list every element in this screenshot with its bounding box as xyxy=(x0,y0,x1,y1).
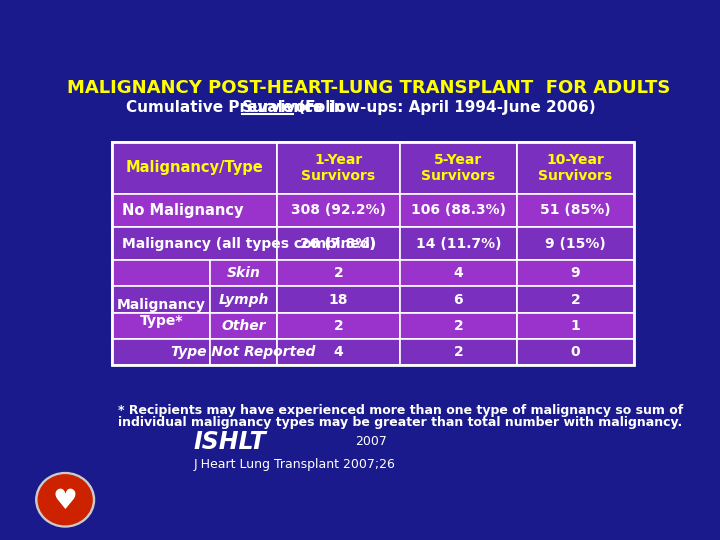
Bar xyxy=(517,141,634,194)
Circle shape xyxy=(36,472,94,527)
Bar xyxy=(277,339,400,365)
Text: 2: 2 xyxy=(454,319,463,333)
Bar xyxy=(210,313,277,339)
Text: 18: 18 xyxy=(328,293,348,307)
Bar xyxy=(112,141,634,365)
Text: 26 (7.8%): 26 (7.8%) xyxy=(300,237,376,251)
Bar xyxy=(210,260,277,286)
Text: 4: 4 xyxy=(454,266,463,280)
Text: Other: Other xyxy=(221,319,266,333)
Text: Skin: Skin xyxy=(227,266,261,280)
Text: Malignancy/Type: Malignancy/Type xyxy=(126,160,264,175)
Text: 14 (11.7%): 14 (11.7%) xyxy=(415,237,501,251)
Text: 9 (15%): 9 (15%) xyxy=(545,237,606,251)
Text: Malignancy (all types combined): Malignancy (all types combined) xyxy=(122,237,377,251)
Text: 5-Year
Survivors: 5-Year Survivors xyxy=(421,153,495,183)
Bar xyxy=(400,286,517,313)
Text: 2007: 2007 xyxy=(355,435,387,448)
Text: 6: 6 xyxy=(454,293,463,307)
Bar xyxy=(400,227,517,260)
Text: 2: 2 xyxy=(333,266,343,280)
Bar xyxy=(517,313,634,339)
Bar xyxy=(210,286,277,313)
Bar xyxy=(112,260,210,286)
Bar xyxy=(400,260,517,286)
Bar xyxy=(277,227,400,260)
Bar xyxy=(112,339,210,365)
Text: MALIGNANCY POST-HEART-LUNG TRANSPLANT  FOR ADULTS: MALIGNANCY POST-HEART-LUNG TRANSPLANT FO… xyxy=(67,79,671,97)
Bar xyxy=(112,286,210,313)
Bar xyxy=(400,194,517,227)
Bar xyxy=(400,141,517,194)
Text: 308 (92.2%): 308 (92.2%) xyxy=(291,204,386,217)
Text: (Follow-ups: April 1994-June 2006): (Follow-ups: April 1994-June 2006) xyxy=(292,100,595,115)
Text: 2: 2 xyxy=(333,319,343,333)
Bar xyxy=(112,141,277,194)
Bar xyxy=(517,286,634,313)
Bar xyxy=(400,313,517,339)
Text: 1-Year
Survivors: 1-Year Survivors xyxy=(301,153,375,183)
Bar xyxy=(277,141,400,194)
Text: 1: 1 xyxy=(570,319,580,333)
Text: 2: 2 xyxy=(454,345,463,359)
Bar xyxy=(517,260,634,286)
Text: Cumulative Prevalence in: Cumulative Prevalence in xyxy=(126,100,350,115)
Bar xyxy=(517,339,634,365)
Text: ISHLT: ISHLT xyxy=(193,430,266,454)
Bar xyxy=(112,313,210,339)
Bar xyxy=(112,227,277,260)
Text: Malignancy
Type*: Malignancy Type* xyxy=(117,298,206,328)
Circle shape xyxy=(38,475,92,525)
Text: J Heart Lung Transplant 2007;26: J Heart Lung Transplant 2007;26 xyxy=(193,458,395,471)
Text: 106 (88.3%): 106 (88.3%) xyxy=(411,204,505,217)
Text: 0: 0 xyxy=(571,345,580,359)
Text: Lymph: Lymph xyxy=(218,293,269,307)
Text: 4: 4 xyxy=(333,345,343,359)
Text: * Recipients may have experienced more than one type of malignancy so sum of: * Recipients may have experienced more t… xyxy=(118,404,683,417)
Bar xyxy=(112,194,277,227)
Bar xyxy=(277,286,400,313)
Bar xyxy=(277,260,400,286)
Text: 9: 9 xyxy=(571,266,580,280)
Bar xyxy=(517,227,634,260)
Text: Type Not Reported: Type Not Reported xyxy=(171,345,315,359)
Text: ♥: ♥ xyxy=(53,487,78,515)
Text: 2: 2 xyxy=(570,293,580,307)
Bar xyxy=(277,194,400,227)
Text: individual malignancy types may be greater than total number with malignancy.: individual malignancy types may be great… xyxy=(118,416,682,429)
Bar xyxy=(517,194,634,227)
Text: 51 (85%): 51 (85%) xyxy=(540,204,611,217)
Bar xyxy=(277,313,400,339)
Text: 10-Year
Survivors: 10-Year Survivors xyxy=(539,153,613,183)
Text: No Malignancy: No Malignancy xyxy=(122,203,244,218)
Text: Survivors: Survivors xyxy=(242,100,323,115)
Bar xyxy=(400,339,517,365)
Bar xyxy=(210,339,277,365)
